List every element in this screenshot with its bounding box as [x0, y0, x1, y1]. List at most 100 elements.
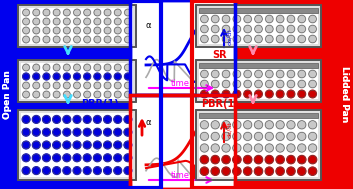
Circle shape [64, 36, 70, 43]
Circle shape [64, 73, 70, 80]
Circle shape [114, 115, 121, 123]
Circle shape [255, 144, 263, 152]
Text: PBR(1): PBR(1) [201, 99, 239, 109]
Circle shape [298, 25, 306, 33]
Circle shape [64, 82, 70, 89]
Circle shape [73, 82, 80, 89]
Circle shape [276, 70, 284, 78]
Circle shape [125, 18, 131, 25]
Circle shape [309, 167, 317, 175]
Circle shape [114, 82, 121, 89]
Circle shape [309, 25, 316, 33]
Bar [191, 0, 353, 189]
Circle shape [244, 80, 251, 88]
Circle shape [104, 64, 111, 71]
Circle shape [73, 141, 81, 149]
Circle shape [43, 91, 50, 98]
Circle shape [114, 18, 121, 25]
Circle shape [233, 70, 241, 78]
Circle shape [125, 9, 131, 16]
Circle shape [201, 90, 208, 98]
Circle shape [104, 141, 112, 149]
Circle shape [73, 64, 80, 71]
Circle shape [94, 27, 101, 34]
Circle shape [64, 91, 70, 98]
Circle shape [276, 90, 284, 98]
Circle shape [63, 141, 71, 149]
Circle shape [94, 141, 101, 149]
Circle shape [94, 73, 101, 80]
Circle shape [265, 70, 273, 78]
Circle shape [298, 132, 306, 140]
Circle shape [200, 132, 209, 140]
Circle shape [233, 80, 241, 88]
Circle shape [265, 167, 274, 175]
Circle shape [244, 144, 252, 152]
Circle shape [84, 73, 91, 80]
Circle shape [255, 15, 262, 23]
Circle shape [53, 64, 60, 71]
Text: α: α [145, 21, 150, 30]
Circle shape [298, 35, 306, 43]
Circle shape [309, 80, 316, 88]
Circle shape [32, 167, 40, 174]
Circle shape [22, 154, 30, 162]
Circle shape [43, 18, 50, 25]
Circle shape [298, 70, 306, 78]
Circle shape [53, 9, 60, 16]
Circle shape [265, 35, 273, 43]
Circle shape [276, 25, 284, 33]
Circle shape [43, 82, 50, 89]
Circle shape [298, 90, 306, 98]
Circle shape [114, 73, 121, 80]
Circle shape [23, 9, 30, 16]
Circle shape [22, 167, 30, 174]
Circle shape [201, 15, 208, 23]
Circle shape [33, 9, 40, 16]
Text: α: α [145, 118, 150, 127]
Circle shape [114, 9, 121, 16]
Circle shape [287, 35, 295, 43]
Circle shape [233, 15, 241, 23]
Circle shape [200, 144, 209, 152]
Circle shape [244, 167, 252, 175]
Text: Open Pan: Open Pan [4, 70, 12, 119]
Circle shape [222, 80, 230, 88]
Circle shape [233, 25, 241, 33]
Bar [18, 110, 136, 180]
Bar [21, 63, 133, 99]
Circle shape [32, 115, 40, 123]
Circle shape [211, 25, 219, 33]
Circle shape [222, 167, 230, 175]
Circle shape [124, 128, 132, 136]
Text: SR: SR [93, 50, 107, 60]
Circle shape [287, 25, 295, 33]
Circle shape [233, 35, 241, 43]
Circle shape [94, 91, 101, 98]
Circle shape [53, 36, 60, 43]
Circle shape [222, 90, 230, 98]
Bar [196, 60, 321, 102]
Circle shape [94, 128, 101, 136]
Bar [196, 5, 321, 47]
Circle shape [287, 132, 295, 140]
Bar [130, 95, 235, 189]
Bar [199, 63, 318, 99]
Circle shape [211, 70, 219, 78]
Circle shape [43, 167, 50, 174]
Circle shape [104, 91, 111, 98]
Circle shape [32, 128, 40, 136]
Circle shape [298, 144, 306, 152]
Circle shape [298, 156, 306, 164]
Circle shape [298, 121, 306, 129]
Circle shape [94, 167, 101, 174]
Circle shape [23, 18, 30, 25]
Text: PBR(1): PBR(1) [81, 99, 119, 109]
Circle shape [233, 144, 241, 152]
Circle shape [84, 18, 91, 25]
Circle shape [43, 128, 50, 136]
Bar [130, 95, 235, 189]
Circle shape [255, 25, 262, 33]
Circle shape [114, 154, 121, 162]
Bar [196, 110, 321, 180]
